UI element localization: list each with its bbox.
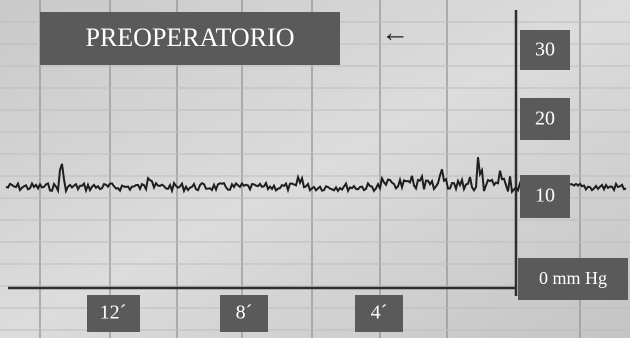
scale-label: 0 mm Hg (539, 268, 607, 288)
scale-label: 10 (535, 185, 555, 207)
recording-photo: PREOPERATORIO ← 30 20 10 0 mm Hg 12´ 8´ … (0, 0, 630, 338)
title: PREOPERATORIO (85, 23, 294, 52)
scale-label: 30 (535, 39, 555, 61)
scale-label: 20 (535, 108, 555, 130)
time-label: 12´ (100, 302, 127, 324)
arrow: ← (381, 17, 409, 48)
time-label: 8´ (236, 302, 253, 324)
time-label: 4´ (371, 302, 388, 324)
